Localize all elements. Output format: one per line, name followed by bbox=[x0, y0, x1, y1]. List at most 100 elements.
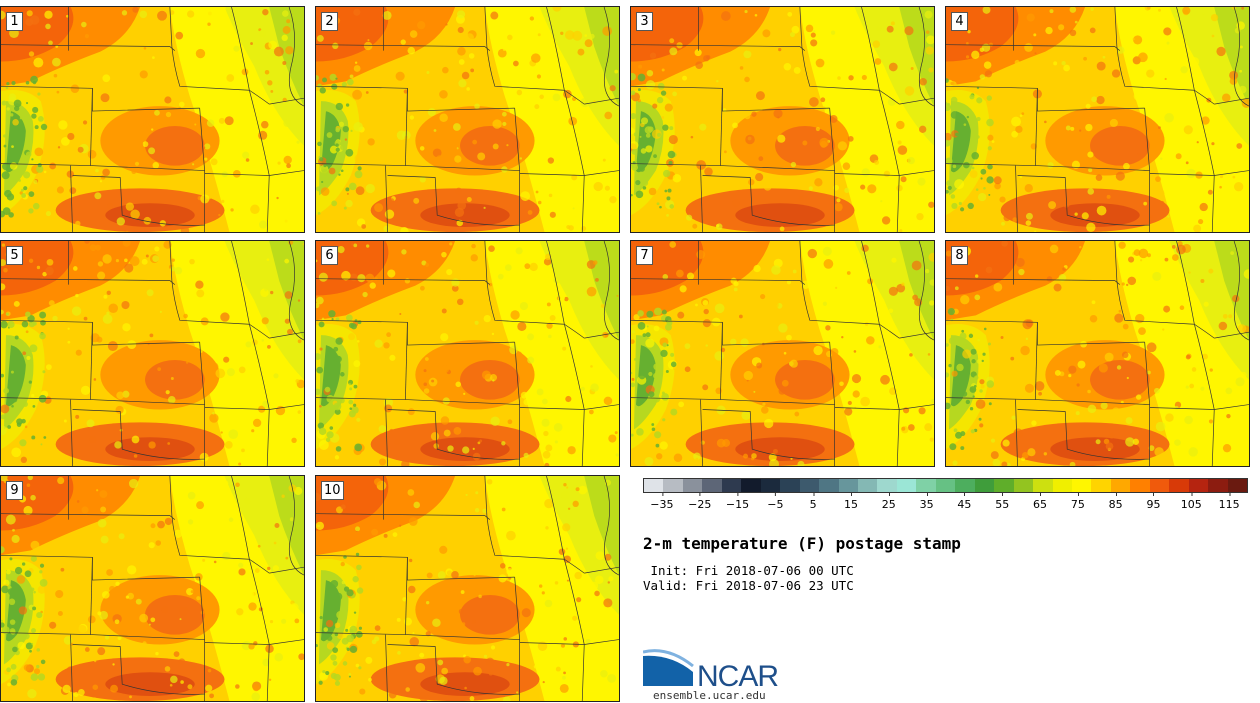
state-boundary bbox=[169, 241, 270, 339]
ncar-logo-mark-icon bbox=[643, 655, 693, 686]
state-boundary bbox=[405, 322, 408, 400]
state-boundary bbox=[269, 97, 304, 105]
member-panel-4: 4 bbox=[945, 6, 1250, 233]
state-boundary bbox=[231, 476, 250, 560]
state-boundary bbox=[269, 331, 304, 339]
state-boundary bbox=[946, 397, 1150, 405]
state-boundary bbox=[631, 397, 835, 405]
state-boundary bbox=[70, 165, 73, 232]
state-boundary bbox=[387, 409, 520, 460]
state-boundary bbox=[1, 44, 176, 51]
colorbar-tick-label: 15 bbox=[844, 492, 858, 511]
state-boundary bbox=[918, 7, 934, 107]
colorbar-swatch bbox=[741, 479, 761, 492]
state-boundary bbox=[899, 331, 934, 339]
state-boundary bbox=[829, 108, 836, 232]
valid-time: Valid: Fri 2018-07-06 23 UTC bbox=[643, 578, 854, 593]
temperature-map bbox=[316, 241, 619, 466]
colorbar-swatch bbox=[916, 479, 936, 492]
state-boundary bbox=[564, 324, 585, 466]
colorbar-swatch bbox=[838, 479, 858, 492]
state-boundary bbox=[90, 88, 93, 166]
state-boundary bbox=[249, 324, 270, 466]
member-number-label: 6 bbox=[321, 246, 338, 265]
colorbar-tick-label: 105 bbox=[1181, 492, 1202, 511]
colorbar-swatch bbox=[702, 479, 722, 492]
state-boundary bbox=[1015, 165, 1018, 232]
state-boundary bbox=[584, 97, 619, 105]
state-boundary bbox=[484, 241, 585, 339]
state-boundary bbox=[720, 88, 723, 166]
state-boundary bbox=[1017, 409, 1150, 460]
state-boundary bbox=[231, 7, 250, 91]
colorbar bbox=[643, 478, 1248, 493]
state-boundary bbox=[1035, 88, 1038, 166]
state-boundary bbox=[564, 559, 585, 701]
state-boundary bbox=[169, 476, 270, 574]
init-time: Init: Fri 2018-07-06 00 UTC bbox=[643, 563, 854, 578]
state-boundary bbox=[249, 90, 270, 232]
colorbar-tick-label: 95 bbox=[1146, 492, 1160, 511]
state-boundary bbox=[799, 241, 900, 339]
state-boundary bbox=[288, 7, 304, 107]
colorbar-tick-label: 55 bbox=[995, 492, 1009, 511]
ncar-logo-text: NCAR bbox=[697, 660, 778, 688]
state-boundary bbox=[316, 513, 491, 520]
state-boundary bbox=[1233, 241, 1249, 341]
state-boundary bbox=[720, 322, 723, 400]
state-boundary bbox=[546, 7, 565, 91]
member-panel-7: 7 bbox=[630, 240, 935, 467]
state-boundary bbox=[316, 44, 491, 51]
state-boundary bbox=[702, 409, 835, 460]
member-panel-1: 1 bbox=[0, 6, 305, 233]
state-boundary bbox=[70, 634, 73, 701]
state-boundary bbox=[70, 399, 73, 466]
state-boundary bbox=[169, 7, 270, 105]
colorbar-swatch bbox=[1130, 479, 1150, 492]
state-boundary bbox=[231, 241, 250, 325]
colorbar-tick-label: 45 bbox=[957, 492, 971, 511]
member-number-label: 10 bbox=[321, 481, 344, 500]
colorbar-swatch bbox=[663, 479, 683, 492]
colorbar-swatch bbox=[1169, 479, 1189, 492]
state-boundary bbox=[1, 163, 205, 171]
member-number-label: 5 bbox=[6, 246, 23, 265]
temperature-map bbox=[1, 7, 304, 232]
state-boundary bbox=[249, 559, 270, 701]
state-boundary bbox=[861, 241, 880, 325]
state-boundary bbox=[387, 175, 520, 226]
state-boundary bbox=[1035, 322, 1038, 400]
colorbar-tick-label: −5 bbox=[767, 492, 783, 511]
state-boundary bbox=[387, 644, 520, 695]
state-boundary bbox=[603, 241, 619, 341]
temperature-map bbox=[946, 241, 1249, 466]
member-number-label: 4 bbox=[951, 12, 968, 31]
state-boundary bbox=[1, 397, 205, 405]
state-boundary bbox=[199, 577, 206, 701]
state-boundary bbox=[1233, 7, 1249, 107]
state-boundary bbox=[700, 165, 703, 232]
ncar-logo-swoosh-icon bbox=[643, 649, 694, 668]
state-boundary bbox=[1214, 97, 1249, 105]
logo-url: ensemble.ucar.edu bbox=[653, 689, 766, 702]
state-boundary bbox=[584, 566, 619, 574]
state-boundary bbox=[72, 175, 205, 226]
state-boundary bbox=[405, 557, 408, 635]
state-boundary bbox=[1194, 324, 1215, 466]
state-boundary bbox=[288, 476, 304, 576]
state-boundary bbox=[631, 163, 835, 171]
state-boundary bbox=[564, 90, 585, 232]
state-boundary bbox=[861, 7, 880, 91]
colorbar-tick-label: 35 bbox=[920, 492, 934, 511]
colorbar-swatch bbox=[1033, 479, 1053, 492]
state-boundary bbox=[199, 108, 206, 232]
colorbar-tick-label: 65 bbox=[1033, 492, 1047, 511]
colorbar-tick-label: 5 bbox=[810, 492, 817, 511]
colorbar-ticks: −35 −25 −15 −5 5 15 25 35 45 55 65 75 85 95 105 115 bbox=[643, 492, 1248, 513]
colorbar-swatch bbox=[819, 479, 839, 492]
state-boundary bbox=[1015, 399, 1018, 466]
temperature-map bbox=[631, 7, 934, 232]
colorbar-swatch bbox=[994, 479, 1014, 492]
member-number-label: 3 bbox=[636, 12, 653, 31]
state-boundary bbox=[288, 241, 304, 341]
